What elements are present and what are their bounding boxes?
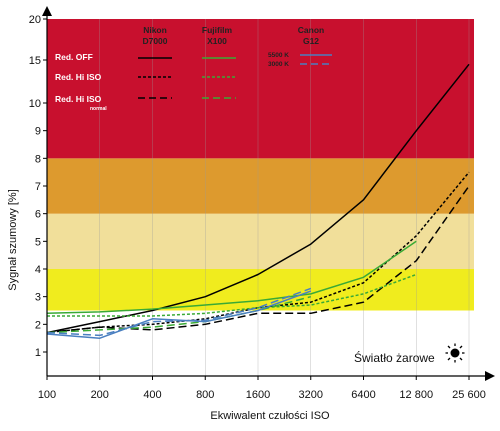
- y-tick-label: 15: [29, 55, 41, 67]
- x-tick-label: 200: [91, 389, 109, 401]
- x-tick-label: 800: [196, 389, 214, 401]
- legend: Nikon D7000 Fujifilm X100 Canon G12 Red.…: [55, 25, 332, 112]
- y-tick-label: 9: [35, 126, 41, 138]
- band-2: [47, 213, 474, 269]
- series-line-nikon-d7000-red-hi-iso-normal: [46, 185, 470, 334]
- y-tick-label: 1: [35, 347, 41, 359]
- x-tick-label: 3200: [299, 389, 323, 401]
- band-3: [47, 158, 474, 214]
- series-line-fujifilm-x100-red-hi-iso-normal: [46, 295, 311, 334]
- legend-canon-3000k: 3000 K: [268, 61, 289, 68]
- y-tick-label: 5: [35, 236, 41, 248]
- band-0: [47, 310, 474, 352]
- band-1: [47, 269, 474, 311]
- background-bands: [47, 19, 474, 352]
- y-tick-label: 8: [35, 153, 41, 165]
- legend-header-nikon: Nikon: [143, 25, 167, 35]
- y-tick-label: 3: [35, 292, 41, 304]
- legend-header-nikon-2: D7000: [142, 36, 167, 46]
- y-tick-label: 10: [29, 98, 41, 110]
- series-line-fujifilm-x100-red-off: [46, 240, 417, 315]
- legend-header-fujifilm: Fujifilm: [202, 25, 233, 35]
- y-tick-label: 7: [35, 181, 41, 193]
- series-line-nikon-d7000-red-off: [46, 63, 470, 334]
- legend-row-red-off: Red. OFF: [55, 52, 93, 62]
- legend-header-fujifilm-2: X100: [207, 36, 227, 46]
- x-tick-label: 100: [38, 389, 56, 401]
- axes: [42, 6, 495, 381]
- lightbulb-icon: [445, 343, 465, 363]
- series-lines: [46, 63, 470, 339]
- series-line-fujifilm-x100-red-hi-iso: [47, 273, 417, 317]
- legend-header-canon: Canon: [298, 25, 324, 35]
- x-axis-arrow: [485, 371, 495, 381]
- x-tick-label: 25 600: [452, 389, 486, 401]
- x-tick-label: 6400: [351, 389, 375, 401]
- band-4: [47, 19, 474, 159]
- legend-header-canon-2: G12: [303, 36, 319, 46]
- x-tick-label: 1600: [246, 389, 270, 401]
- y-axis-label: Sygnał szumowy [%]: [7, 189, 19, 290]
- x-tick-label: 12 800: [399, 389, 433, 401]
- x-axis-label: Ekwiwalent czułości ISO: [210, 410, 330, 422]
- legend-row-normal-sublabel: normal: [90, 106, 107, 112]
- tick-labels: 100 200 400 800 1600 3200 6400 12 800 25 600 1 2 3 4…: [29, 14, 486, 401]
- legend-row-red-hi-iso-normal: Red. Hi ISO: [55, 94, 102, 104]
- y-tick-label: 2: [35, 319, 41, 331]
- series-line-canon-g12-3000-k: [46, 287, 312, 337]
- y-axis-arrow: [42, 6, 52, 16]
- tungsten-light-annotation: Światło żarowe: [354, 350, 435, 365]
- y-tick-label: 4: [35, 264, 41, 276]
- y-tick-label: 20: [29, 14, 41, 26]
- x-tick-label: 400: [143, 389, 161, 401]
- legend-row-red-hi-iso: Red. Hi ISO: [55, 72, 102, 82]
- grid-lines: [99, 19, 470, 376]
- y-tick-label: 6: [35, 209, 41, 221]
- legend-canon-5500k: 5500 K: [268, 52, 289, 59]
